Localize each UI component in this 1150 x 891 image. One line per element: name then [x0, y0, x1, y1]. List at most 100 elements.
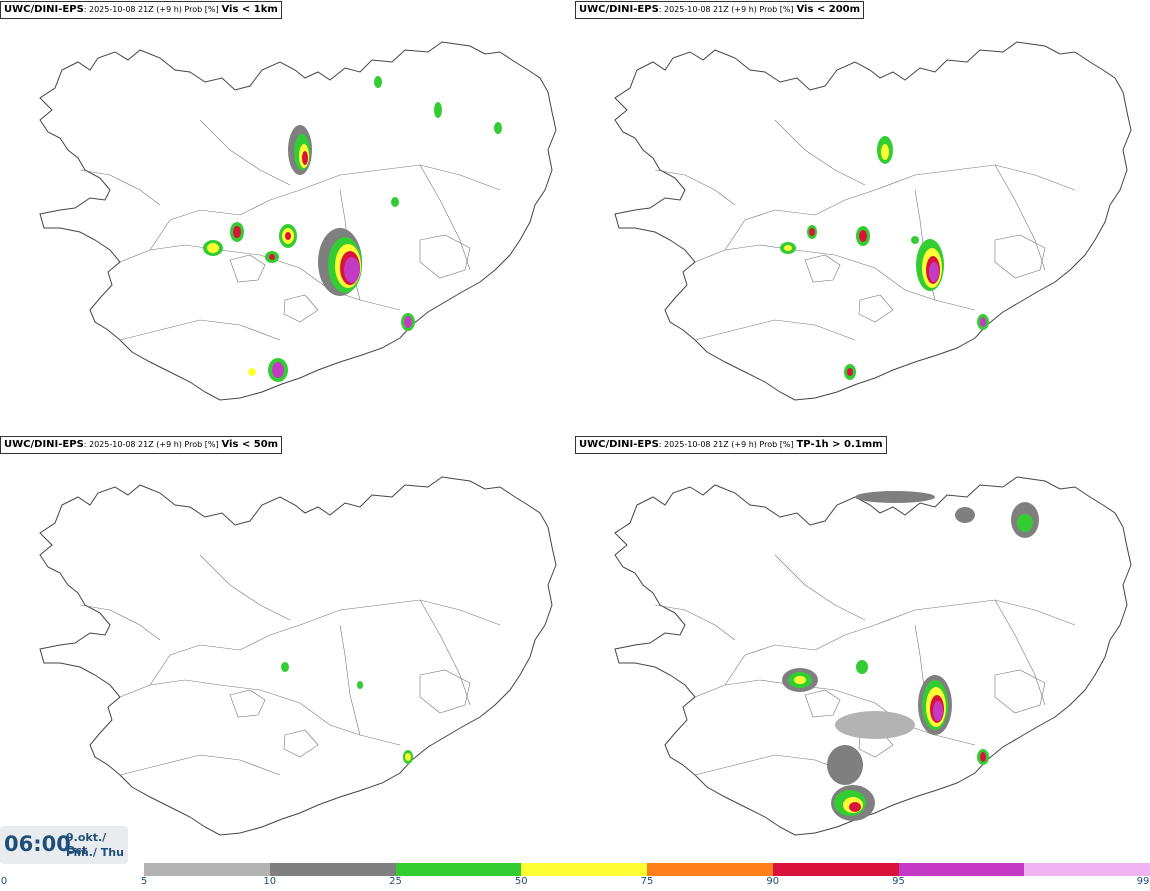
- probability-area: [855, 491, 935, 503]
- colorbar-segment: [521, 863, 647, 876]
- road-line: [79, 169, 161, 206]
- road-line: [149, 624, 301, 686]
- colorbar-tick-label: 5: [140, 876, 148, 887]
- panel-title: UWC/DINI-EPS: 2025-10-08 21Z (+9 h) Prob…: [575, 436, 887, 454]
- glacier-outline: [858, 294, 894, 323]
- road-line: [299, 164, 501, 191]
- valid-time: 06:00: [4, 832, 71, 856]
- glacier-outline: [994, 234, 1046, 279]
- map-features: [614, 41, 1132, 401]
- iceland-map: [614, 476, 1132, 836]
- probability-area: [405, 753, 411, 761]
- colorbar-tick-label: 50: [514, 876, 528, 887]
- road-line: [119, 679, 401, 746]
- road-line: [119, 754, 281, 776]
- probability-area: [391, 197, 399, 207]
- valid-weekday: Fim./ Thu: [66, 846, 124, 859]
- panel-title: UWC/DINI-EPS: 2025-10-08 21Z (+9 h) Prob…: [575, 1, 865, 19]
- probability-area: [344, 257, 360, 283]
- road-line: [119, 319, 281, 341]
- road-line: [994, 599, 1046, 706]
- valid-time-box: 06:00 9.okt./ Oct Fim./ Thu: [0, 826, 128, 864]
- probability-contours: [782, 491, 1039, 821]
- colorbar-tick-label: 10: [263, 876, 277, 887]
- road-line: [724, 189, 876, 251]
- colorbar-segment: [898, 863, 1025, 876]
- colorbar-tick-labels: 0 5 10 25 50 75 90 95 99: [0, 876, 1150, 890]
- road-line: [199, 119, 291, 186]
- map-features: [39, 476, 557, 836]
- colorbar-tick-label: 95: [892, 876, 905, 887]
- colorbar-segment: [772, 863, 899, 876]
- probability-area: [269, 254, 275, 260]
- road-line: [149, 189, 301, 251]
- probability-area: [207, 243, 219, 253]
- glacier-outline: [419, 234, 471, 279]
- probability-area: [859, 230, 867, 242]
- glacier-outline: [229, 689, 266, 718]
- glacier-outline: [283, 294, 319, 323]
- valid-date: 9.okt./ Oct: [66, 831, 107, 857]
- probability-area: [272, 362, 284, 378]
- road-line: [299, 599, 501, 626]
- probability-contours: [203, 76, 502, 382]
- colorbar-tick-label: 75: [640, 876, 654, 887]
- glacier-outline: [994, 669, 1046, 714]
- probability-area: [980, 752, 986, 762]
- probability-area: [827, 745, 863, 785]
- probability-area: [1017, 514, 1033, 532]
- probability-area: [404, 316, 412, 328]
- colorbar-tick-label: 99: [1136, 876, 1150, 887]
- probability-area: [302, 151, 308, 165]
- map-panel-precip: UWC/DINI-EPS: 2025-10-08 21Z (+9 h) Prob…: [575, 435, 1150, 875]
- probability-area: [434, 102, 442, 118]
- road-line: [419, 164, 471, 271]
- road-line: [694, 244, 976, 311]
- map-features: [39, 41, 557, 401]
- probability-area: [285, 232, 291, 240]
- glacier-outline: [419, 669, 471, 714]
- probability-area: [911, 236, 919, 244]
- colorbar-tick-label: 90: [766, 876, 780, 887]
- probability-contours: [780, 136, 989, 380]
- road-line: [419, 599, 471, 706]
- iceland-map: [614, 41, 1132, 401]
- probability-area: [794, 676, 806, 684]
- probability-area: [929, 262, 939, 282]
- road-line: [774, 554, 866, 621]
- road-line: [774, 119, 866, 186]
- probability-area: [784, 245, 792, 251]
- probability-area: [281, 662, 289, 672]
- probability-area: [980, 317, 986, 327]
- road-line: [694, 679, 976, 746]
- probability-area: [881, 144, 889, 160]
- probability-area: [955, 507, 975, 523]
- probability-area: [809, 228, 815, 236]
- probability-area: [374, 76, 382, 88]
- colorbar-segment: [647, 863, 773, 876]
- map-panel-vis-200m: UWC/DINI-EPS: 2025-10-08 21Z (+9 h) Prob…: [575, 0, 1150, 440]
- road-line: [119, 244, 401, 311]
- panel-title: UWC/DINI-EPS: 2025-10-08 21Z (+9 h) Prob…: [0, 436, 283, 454]
- road-line: [724, 624, 876, 686]
- coastline: [614, 476, 1132, 836]
- probability-area: [835, 711, 915, 739]
- probability-contours: [281, 662, 413, 764]
- map-panel-vis-50m: UWC/DINI-EPS: 2025-10-08 21Z (+9 h) Prob…: [0, 435, 575, 875]
- road-line: [199, 554, 291, 621]
- probability-area: [494, 122, 502, 134]
- road-line: [694, 319, 856, 341]
- iceland-map: [39, 476, 557, 836]
- probability-area: [933, 701, 943, 721]
- panel-title: UWC/DINI-EPS: 2025-10-08 21Z (+9 h) Prob…: [0, 1, 282, 19]
- coastline: [39, 41, 557, 401]
- probability-area: [849, 802, 861, 812]
- colorbar-tick-label: 0: [0, 876, 8, 887]
- road-line: [994, 164, 1046, 271]
- probability-area: [847, 368, 853, 376]
- probability-area: [248, 368, 256, 376]
- colorbar-segment: [395, 863, 522, 876]
- glacier-outline: [229, 254, 266, 283]
- map-panel-vis-1km: UWC/DINI-EPS: 2025-10-08 21Z (+9 h) Prob…: [0, 0, 575, 440]
- colorbar-segment: [269, 863, 396, 876]
